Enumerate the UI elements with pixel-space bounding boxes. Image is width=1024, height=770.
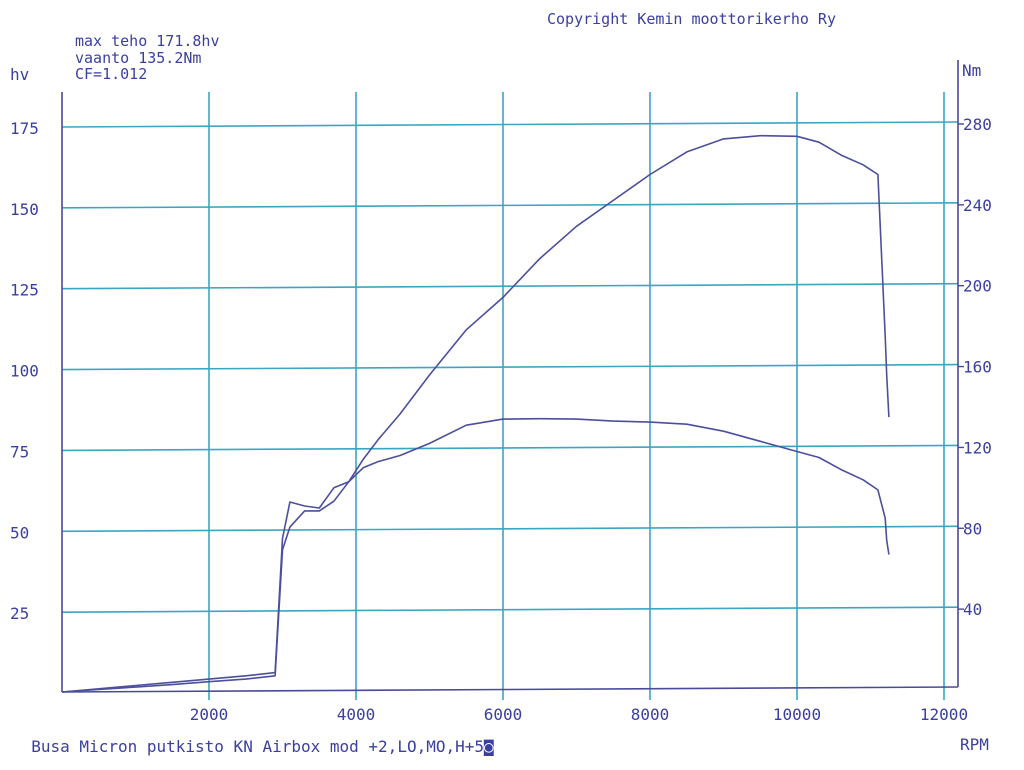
y-tick-label-right: 280 xyxy=(963,115,992,134)
x-tick-label: 6000 xyxy=(484,705,523,724)
y-tick-label-left: 125 xyxy=(10,281,39,300)
y-tick-label-right: 120 xyxy=(963,438,992,457)
axis-layer xyxy=(61,60,964,693)
info-line-torque: vaanto 135.2Nm xyxy=(75,49,202,67)
x-tick-label: 8000 xyxy=(631,705,670,724)
y-tick-label-left: 100 xyxy=(10,362,39,381)
info-line-cf: CF=1.012 xyxy=(75,65,148,83)
chart-caption-text: Busa Micron putkisto KN Airbox mod +2,LO… xyxy=(31,737,485,756)
y-tick-label-left: 50 xyxy=(10,523,29,542)
copyright-text: Copyright Kemin moottorikerho Ry xyxy=(547,10,836,28)
series-layer xyxy=(61,134,890,693)
caption-end-glyph: ◙ xyxy=(484,737,494,756)
h-gridline xyxy=(61,444,959,452)
x-tick-label: 4000 xyxy=(337,705,376,724)
h-gridline xyxy=(61,525,959,533)
y-tick-label-right: 40 xyxy=(963,600,982,619)
x-tick-label: 2000 xyxy=(190,705,229,724)
y-tick-label-right: 200 xyxy=(963,277,992,296)
grid-layer xyxy=(61,92,959,700)
y-tick-label-right: 160 xyxy=(963,358,992,377)
h-gridline xyxy=(61,121,959,128)
chart-caption: Busa Micron putkisto KN Airbox mod +2,LO… xyxy=(12,724,494,756)
x-axis-label: RPM xyxy=(960,735,989,754)
h-gridline xyxy=(61,202,959,209)
y-axis-label-left: hv xyxy=(10,65,29,84)
x-axis-line xyxy=(61,686,959,693)
info-line-max-power: max teho 171.8hv xyxy=(75,32,220,50)
x-tick-label: 10000 xyxy=(773,705,821,724)
h-gridline xyxy=(61,363,959,371)
x-tick-label: 12000 xyxy=(920,705,968,724)
y-tick-label-left: 175 xyxy=(10,119,39,138)
y-tick-label-right: 240 xyxy=(963,196,992,215)
y-tick-label-left: 25 xyxy=(10,604,29,623)
label-layer: 25 50 75 100 125 150 175 40 80 120 160 200 240 280 200… xyxy=(10,61,992,754)
y-axis-label-right: Nm xyxy=(962,61,981,80)
y-tick-label-left: 75 xyxy=(10,442,29,461)
h-gridline xyxy=(61,606,959,613)
y-tick-label-right: 80 xyxy=(963,519,982,538)
h-gridline xyxy=(61,282,959,290)
y-tick-label-left: 150 xyxy=(10,200,39,219)
torque-curve-line xyxy=(61,417,890,693)
power-curve-line xyxy=(61,134,890,693)
